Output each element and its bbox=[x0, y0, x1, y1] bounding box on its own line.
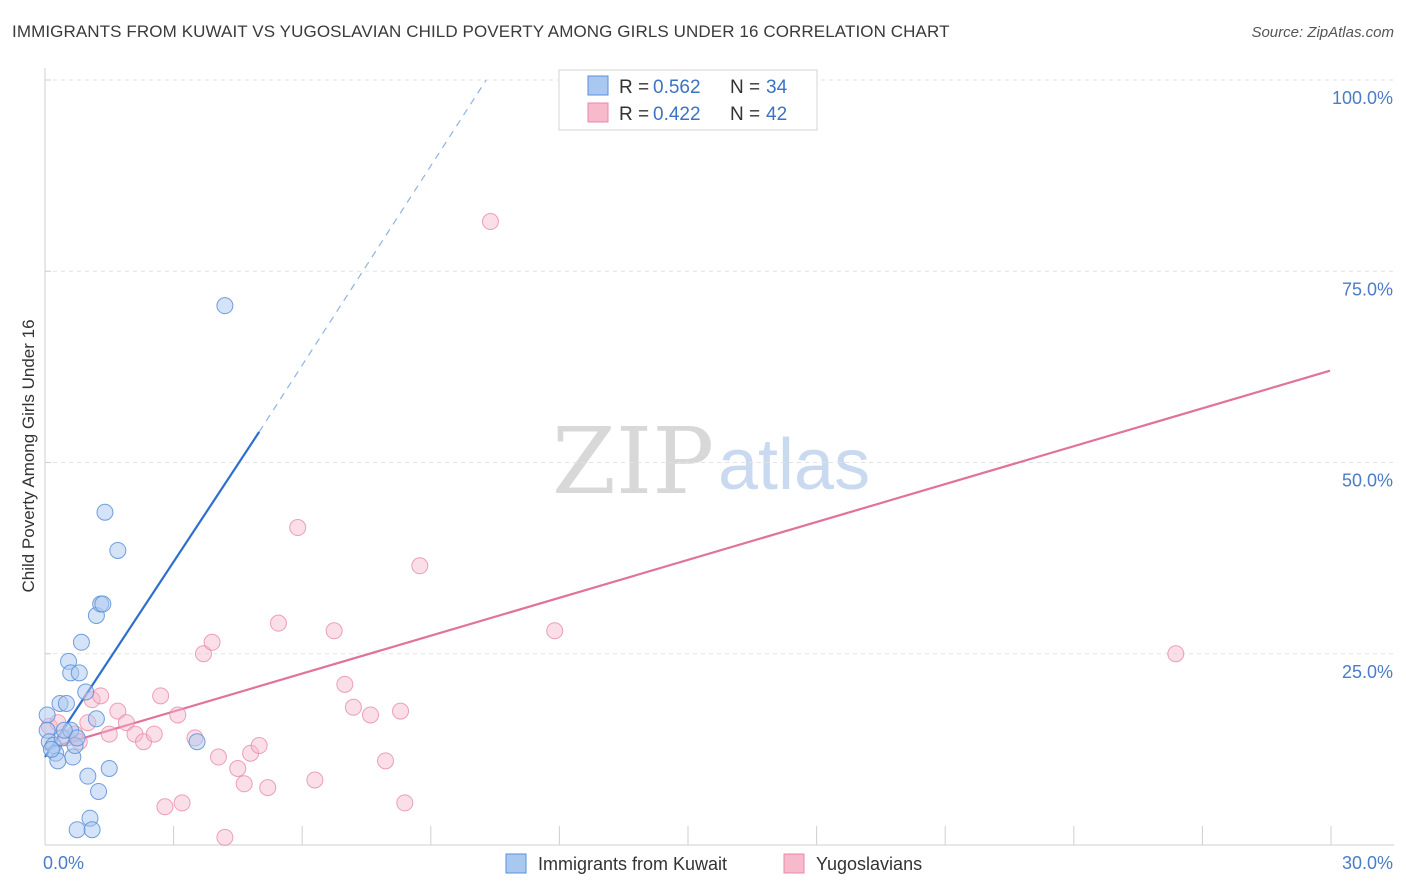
x-tick-label-max: 30.0% bbox=[1342, 853, 1393, 873]
chart-title: IMMIGRANTS FROM KUWAIT VS YUGOSLAVIAN CH… bbox=[12, 22, 950, 41]
bottom-legend-swatch-yugoslavians bbox=[783, 853, 805, 874]
point-kuwait-17 bbox=[72, 633, 90, 651]
point-yugoslavians-31 bbox=[325, 622, 343, 640]
trend-line-yugoslavians bbox=[44, 369, 1331, 751]
series-legend: Immigrants from Kuwait Yugoslavians bbox=[505, 853, 922, 874]
point-yugoslavians-21 bbox=[209, 748, 227, 766]
legend-swatch-kuwait bbox=[587, 75, 609, 96]
trend-line-kuwait-extension bbox=[258, 79, 487, 433]
legend-r-value-kuwait: 0.562 bbox=[653, 77, 701, 98]
x-tick-label-min: 0.0% bbox=[43, 853, 84, 873]
point-yugoslavians-37 bbox=[396, 794, 414, 812]
point-yugoslavians-29 bbox=[289, 519, 307, 537]
point-kuwait-19 bbox=[79, 767, 97, 785]
legend-r-label-yugoslavians: R = bbox=[619, 104, 649, 125]
point-kuwait-8 bbox=[57, 694, 75, 712]
legend-r-label-kuwait: R = bbox=[619, 77, 649, 98]
legend-n-value-kuwait: 34 bbox=[766, 77, 788, 98]
point-yugoslavians-38 bbox=[411, 557, 429, 575]
point-yugoslavians-19 bbox=[194, 645, 212, 663]
point-kuwait-33 bbox=[55, 721, 73, 739]
point-yugoslavians-30 bbox=[306, 771, 324, 789]
legend-n-label-yugoslavians: N = bbox=[730, 104, 760, 125]
point-yugoslavians-26 bbox=[250, 737, 268, 755]
bottom-legend-swatch-kuwait bbox=[505, 853, 527, 874]
legend-r-value-yugoslavians: 0.422 bbox=[653, 104, 701, 125]
y-tick-label-75: 75.0% bbox=[1342, 279, 1393, 299]
y-axis-label: Child Poverty Among Girls Under 16 bbox=[19, 319, 38, 592]
source-label: Source: ZipAtlas.com bbox=[1251, 24, 1394, 41]
legend-n-value-yugoslavians: 42 bbox=[766, 104, 787, 125]
point-kuwait-24 bbox=[90, 782, 108, 800]
y-tick-label-50: 50.0% bbox=[1342, 471, 1393, 491]
y-tick-label-25: 25.0% bbox=[1342, 662, 1393, 682]
point-yugoslavians-20 bbox=[203, 633, 221, 651]
data-points bbox=[38, 213, 1185, 846]
point-kuwait-28 bbox=[100, 760, 118, 777]
point-kuwait-15 bbox=[68, 821, 86, 839]
point-kuwait-0 bbox=[38, 706, 56, 724]
stats-legend: R = 0.562 N = 34 R = 0.422 N = 42 bbox=[558, 69, 818, 131]
point-yugoslavians-32 bbox=[336, 675, 354, 693]
point-yugoslavians-10 bbox=[117, 714, 135, 732]
point-kuwait-29 bbox=[109, 541, 127, 559]
legend-n-label-kuwait: N = bbox=[730, 77, 760, 98]
point-yugoslavians-39 bbox=[481, 213, 499, 231]
point-kuwait-27 bbox=[96, 503, 114, 521]
point-yugoslavians-9 bbox=[109, 702, 127, 720]
point-yugoslavians-28 bbox=[269, 614, 287, 632]
point-yugoslavians-35 bbox=[377, 752, 395, 770]
point-yugoslavians-22 bbox=[216, 828, 234, 846]
watermark-atlas: atlas bbox=[718, 425, 870, 505]
point-yugoslavians-14 bbox=[152, 687, 170, 705]
point-kuwait-26 bbox=[94, 595, 112, 613]
point-yugoslavians-17 bbox=[173, 794, 191, 812]
legend-swatch-yugoslavians bbox=[587, 102, 609, 123]
point-kuwait-14 bbox=[68, 729, 86, 747]
point-yugoslavians-16 bbox=[169, 706, 187, 724]
point-yugoslavians-36 bbox=[392, 702, 410, 720]
point-kuwait-32 bbox=[42, 740, 60, 758]
trend-line-kuwait bbox=[44, 431, 261, 758]
bottom-legend-label-yugoslavians: Yugoslavians bbox=[816, 854, 922, 874]
point-yugoslavians-40 bbox=[546, 622, 564, 640]
bottom-legend-label-kuwait: Immigrants from Kuwait bbox=[538, 854, 727, 874]
y-tick-label-100: 100.0% bbox=[1332, 88, 1393, 108]
point-yugoslavians-41 bbox=[1167, 645, 1185, 663]
point-yugoslavians-24 bbox=[235, 775, 253, 793]
point-yugoslavians-15 bbox=[156, 798, 174, 816]
point-yugoslavians-23 bbox=[229, 760, 247, 777]
point-yugoslavians-8 bbox=[100, 725, 118, 743]
trend-lines bbox=[44, 79, 1331, 758]
point-kuwait-16 bbox=[70, 664, 88, 682]
point-kuwait-23 bbox=[87, 710, 105, 728]
point-yugoslavians-33 bbox=[344, 698, 362, 716]
point-kuwait-18 bbox=[77, 683, 95, 701]
axes bbox=[44, 68, 1394, 846]
tick-labels: 25.0% 50.0% 75.0% 100.0% 0.0% 30.0% bbox=[43, 88, 1393, 873]
point-yugoslavians-27 bbox=[259, 779, 277, 797]
point-yugoslavians-7 bbox=[92, 687, 110, 705]
point-kuwait-30 bbox=[188, 733, 206, 751]
point-kuwait-21 bbox=[83, 821, 101, 839]
watermark-zip: ZIP bbox=[552, 408, 714, 515]
point-yugoslavians-34 bbox=[362, 706, 380, 724]
point-kuwait-31 bbox=[216, 297, 234, 315]
gridlines bbox=[45, 79, 1394, 655]
point-yugoslavians-13 bbox=[145, 725, 163, 743]
